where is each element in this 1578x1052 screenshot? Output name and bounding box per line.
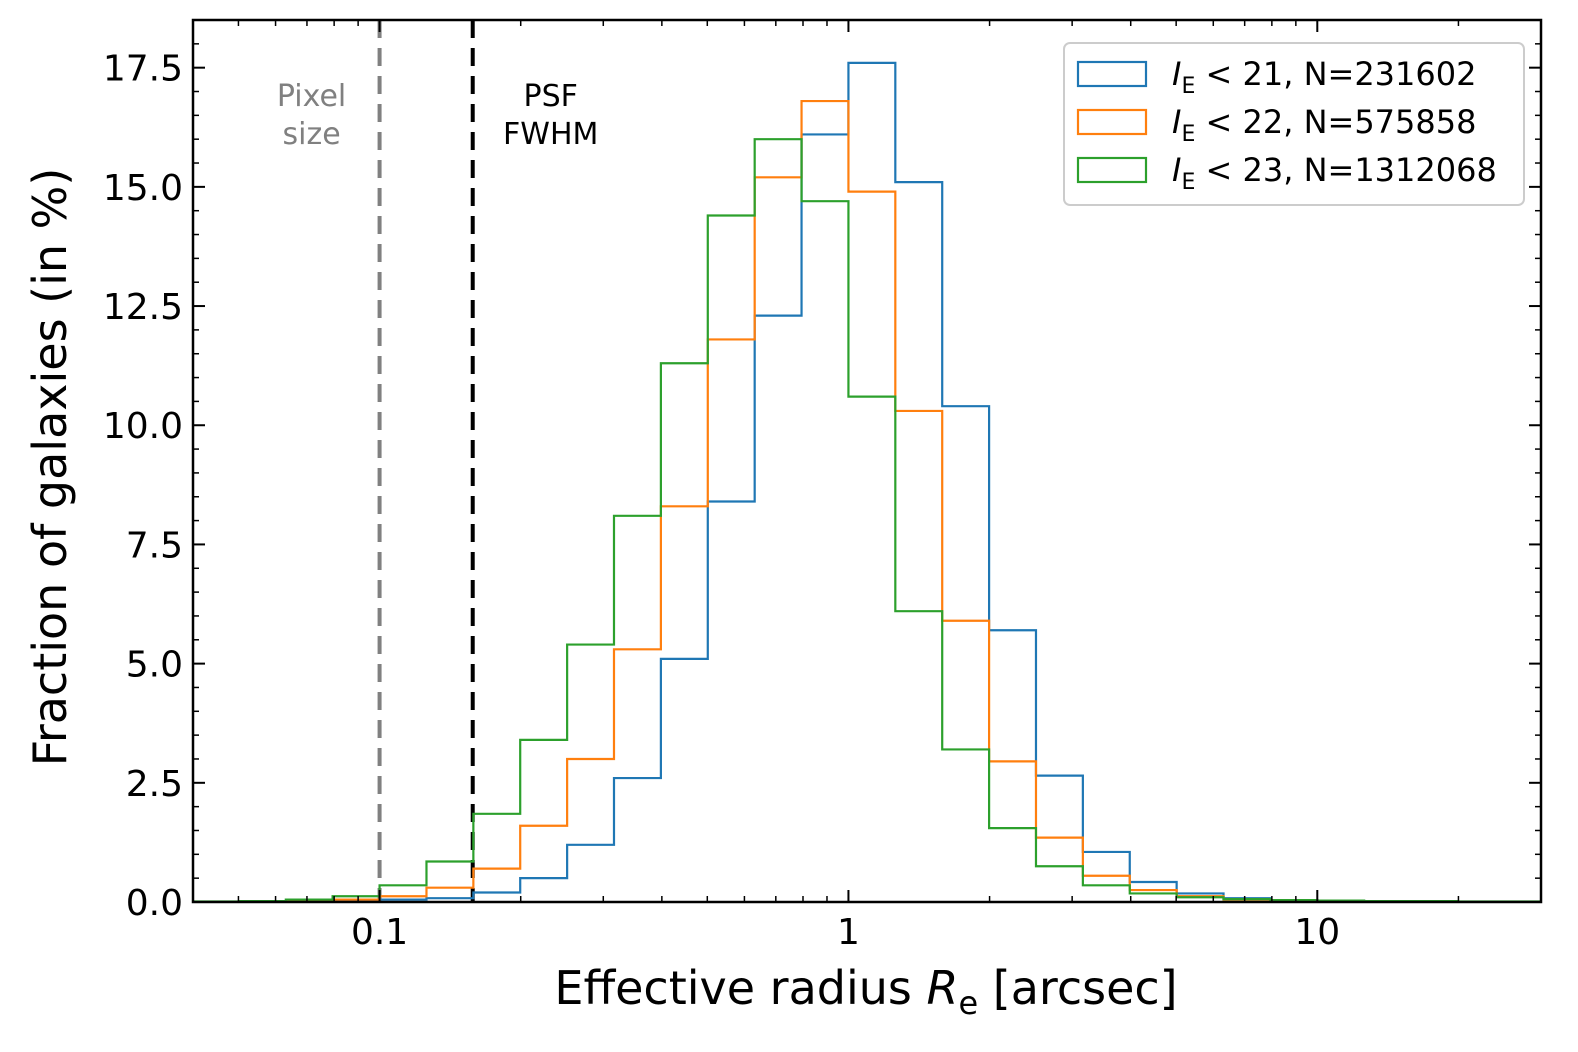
legend-label-0: IE < 21, N=231602 [1172, 55, 1476, 99]
y-tick-label: 0.0 [126, 883, 183, 924]
x-axis-title-symbol: R [927, 961, 959, 1015]
legend-symbol: I [1172, 103, 1181, 141]
legend-label-2: IE < 23, N=1312068 [1172, 151, 1497, 195]
axes-frame [191, 18, 1543, 904]
y-tick-label: 7.5 [126, 525, 183, 566]
legend-box [1063, 42, 1525, 206]
x-axis: 0.1 1 10 [192, 20, 1542, 953]
legend-swatch-1 [1076, 108, 1148, 136]
legend-rest: < 22, N=575858 [1195, 103, 1476, 141]
vline-1-label-1: PSF [524, 79, 578, 114]
legend-rest: < 23, N=1312068 [1195, 151, 1496, 189]
histogram-series-2 [193, 138, 1541, 902]
x-tick-label: 0.1 [351, 912, 408, 953]
legend-subscript: E [1181, 74, 1195, 99]
y-tick-label: 10.0 [103, 406, 183, 447]
vline-0-label-1: Pixel [277, 79, 346, 114]
legend-symbol: I [1172, 151, 1181, 189]
legend-rest: < 21, N=231602 [1195, 55, 1476, 93]
x-axis-title-subscript: e [958, 984, 978, 1022]
y-tick-label: 12.5 [103, 287, 183, 328]
legend-swatch-0 [1076, 60, 1148, 88]
y-axis-title: Fraction of galaxies (in %) [23, 168, 77, 767]
vline-1-label-2: FWHM [503, 117, 598, 152]
y-tick-label: 17.5 [103, 49, 183, 90]
x-tick-label: 1 [837, 912, 860, 953]
legend-subscript: E [1181, 170, 1195, 195]
x-axis-title-prefix: Effective radius [554, 961, 926, 1015]
legend-swatch-2 [1076, 156, 1148, 184]
y-axis: 0.0 2.5 5.0 7.5 10.0 12.5 15.0 17.5 [103, 19, 1541, 924]
histogram-series-1 [193, 99, 1541, 902]
x-axis-title-suffix: [arcsec] [978, 961, 1177, 1015]
vline-0-label-2: size [282, 117, 340, 152]
legend-symbol: I [1172, 55, 1181, 93]
legend-subscript: E [1181, 122, 1195, 147]
legend-label-1: IE < 22, N=575858 [1172, 103, 1476, 147]
y-tick-label: 15.0 [103, 168, 183, 209]
x-tick-label: 10 [1294, 912, 1340, 953]
y-tick-label: 2.5 [126, 764, 183, 805]
y-tick-label: 5.0 [126, 645, 183, 686]
x-axis-title: Effective radius Re [arcsec] [554, 961, 1177, 1022]
